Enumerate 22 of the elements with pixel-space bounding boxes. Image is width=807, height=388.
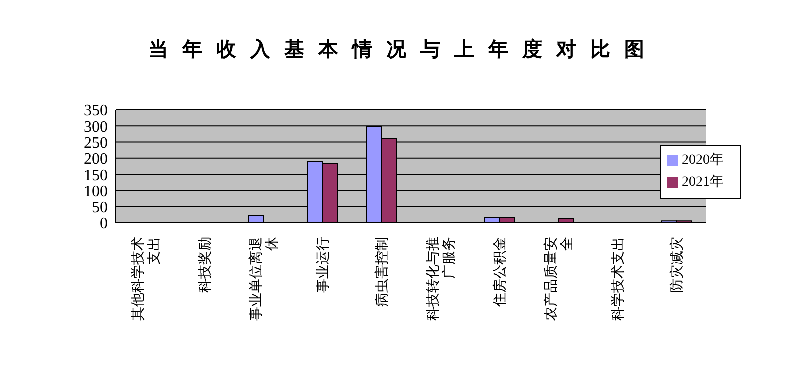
x-tick-label: 农产品质量安全 [544,237,576,321]
legend-label: 2021年 [682,175,724,190]
x-tick-label: 其他科学技术支出 [130,237,162,321]
x-tick-label: 科技奖励 [198,237,214,293]
y-tick-label: 200 [84,151,108,168]
y-tick-label: 150 [84,167,108,184]
y-tick-label: 50 [92,200,108,217]
x-tick-label: 事业运行 [316,237,332,293]
chart-title: 当年收入基本情况与上年度对比图 [148,36,660,63]
legend-label: 2020年 [682,153,724,168]
y-tick-label: 100 [84,183,108,200]
x-tick-label: 住房公积金 [492,237,508,308]
y-tick-label: 250 [84,134,108,152]
y-tick-label: 300 [84,118,108,136]
x-tick-label: 科技转化与推广服务 [426,237,458,321]
x-tick-label: 科学技术支出 [610,237,626,321]
y-tick-label: 0 [100,216,108,233]
x-tick-label: 事业单位离退休 [248,237,280,321]
x-tick-label: 病虫害控制 [374,237,390,307]
y-tick-label: 350 [84,102,108,120]
x-tick-label: 防灾减灾 [670,237,686,293]
bar [248,215,264,223]
